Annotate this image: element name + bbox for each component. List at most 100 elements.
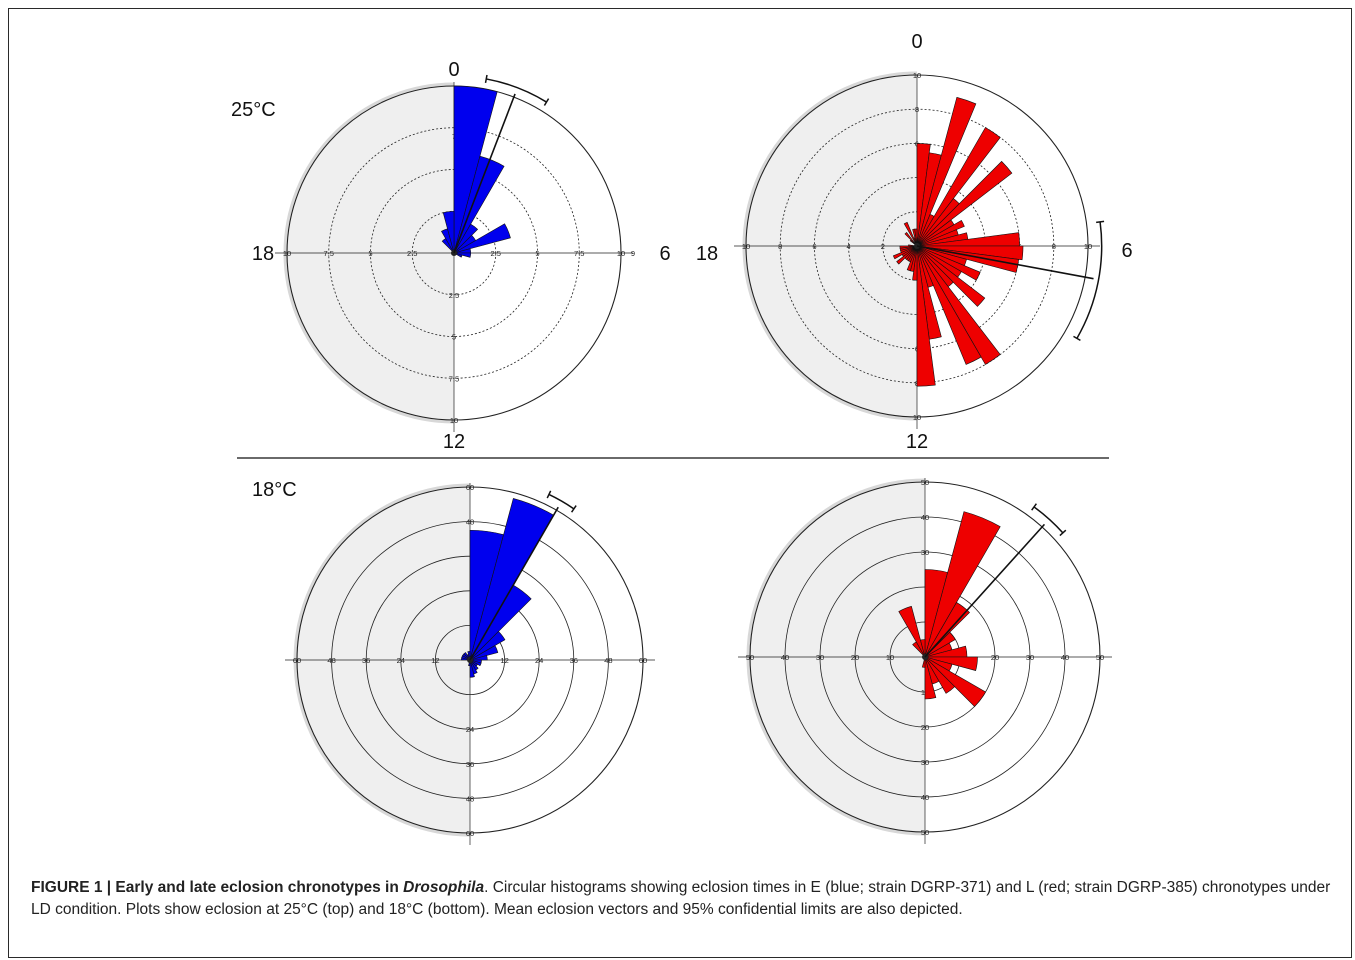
histogram-bar xyxy=(916,245,982,365)
histogram-bar xyxy=(898,605,926,658)
tick-label: 10 xyxy=(742,242,750,251)
histogram-bar xyxy=(903,221,918,247)
tick-label: 50 xyxy=(1096,653,1104,662)
histogram-bar xyxy=(453,155,505,254)
tick-label: 50 xyxy=(746,653,754,662)
hour-label: 12 xyxy=(906,431,928,453)
tick-label: 2 xyxy=(881,242,885,251)
histogram-bar xyxy=(469,659,475,678)
tick-label: 7.5 xyxy=(574,249,584,258)
tick-label: 60 xyxy=(293,656,301,665)
tick-label: 24 xyxy=(535,656,543,665)
tick-label: 48 xyxy=(466,518,474,527)
confidence-cap xyxy=(543,98,550,106)
caption-label: FIGURE 1 | Early and late eclosion chron… xyxy=(31,879,404,896)
tick-label: 24 xyxy=(466,725,474,734)
tick-label: 8 xyxy=(1052,242,1056,251)
tick-label: 40 xyxy=(921,793,929,802)
tick-label: 20 xyxy=(921,723,929,732)
tick-label: 50 xyxy=(921,828,929,837)
hour-label: 0 xyxy=(911,31,922,53)
temperature-label: 18°C xyxy=(252,479,297,501)
confidence-cap xyxy=(1059,529,1067,537)
tick-label: 50 xyxy=(921,478,929,487)
histogram-bar xyxy=(916,160,1013,247)
tick-label: 2.5 xyxy=(407,249,417,258)
confidence-cap xyxy=(1031,503,1037,511)
tick-label: 40 xyxy=(1061,653,1069,662)
mean-vector xyxy=(916,245,1094,280)
mean-vector xyxy=(453,93,516,254)
hour-label: 6 xyxy=(659,243,670,265)
histogram-bar xyxy=(453,223,511,254)
histogram-bar xyxy=(920,639,926,658)
histogram-bar xyxy=(916,96,977,247)
tick-label: 40 xyxy=(781,653,789,662)
temperature-label: 25°C xyxy=(231,99,276,121)
tick-label: 36 xyxy=(466,760,474,769)
histogram-bar xyxy=(924,656,987,707)
histogram-bar xyxy=(916,245,986,307)
tick-label: 30 xyxy=(921,548,929,557)
tick-label: 7.5 xyxy=(449,374,459,383)
histogram-bar xyxy=(469,645,499,661)
histogram-bar xyxy=(442,210,455,254)
histogram-bar xyxy=(469,655,488,661)
hour-label: 18 xyxy=(252,243,274,265)
hour-label: 18 xyxy=(696,243,718,265)
confidence-cap xyxy=(1073,335,1081,341)
confidence-arc xyxy=(486,78,547,103)
histogram-bar xyxy=(916,245,1001,365)
tick-label: 6 xyxy=(812,242,816,251)
tick-label: 30 xyxy=(921,758,929,767)
tick-label: 10 xyxy=(283,249,291,258)
histogram-bar xyxy=(904,232,918,247)
histogram-bar xyxy=(892,245,918,260)
mean-vector xyxy=(469,506,559,661)
tick-label: 48 xyxy=(604,656,612,665)
figure-canvas: 2.557.5109107.552.52.557.51071206121825°… xyxy=(231,31,1133,845)
histogram-bar xyxy=(916,245,936,387)
tick-label: 40 xyxy=(921,513,929,522)
tick-label: 7.5 xyxy=(324,249,334,258)
histogram-bar xyxy=(924,631,956,658)
tick-label: 10 xyxy=(913,71,921,80)
tick-label: 30 xyxy=(816,653,824,662)
histogram-bar xyxy=(924,656,937,700)
histogram-bar xyxy=(899,245,918,249)
polar-chart-top-right: 4681010864268101086061218 xyxy=(696,31,1133,453)
histogram-bar xyxy=(924,656,956,694)
figure-caption: FIGURE 1 | Early and late eclosion chron… xyxy=(31,877,1346,921)
tick-label: 5 xyxy=(452,333,456,342)
histogram-bar xyxy=(924,511,1001,658)
tick-label: 48 xyxy=(327,656,335,665)
polar-chart-top-left: 2.557.5109107.552.52.557.51071206121825°… xyxy=(231,59,671,453)
histogram-bar xyxy=(469,631,506,661)
mean-vector xyxy=(924,523,1046,658)
histogram-bar xyxy=(924,602,970,658)
tick-label: 20 xyxy=(991,653,999,662)
tick-label: 36 xyxy=(362,656,370,665)
tick-label: 60 xyxy=(639,656,647,665)
tick-label: 30 xyxy=(1026,653,1034,662)
tick-label: 2.5 xyxy=(491,249,501,258)
tick-label: 8 xyxy=(915,105,919,114)
confidence-cap xyxy=(484,74,488,84)
tick-label: 60 xyxy=(466,483,474,492)
tick-label: 9 xyxy=(631,249,635,258)
tick-label: 10 xyxy=(1084,242,1092,251)
histogram-bar xyxy=(916,219,965,247)
hour-label: 0 xyxy=(448,59,459,81)
tick-label: 48 xyxy=(466,794,474,803)
tick-label: 24 xyxy=(397,656,405,665)
tick-label: 20 xyxy=(851,653,859,662)
tick-label: 4 xyxy=(847,242,851,251)
tick-label: 12 xyxy=(500,656,508,665)
polar-chart-bottom-left: 122436486060483624121243648606048118°C xyxy=(252,479,655,845)
tick-label: 10 xyxy=(913,413,921,422)
histogram-bar xyxy=(916,245,981,281)
hour-label: 6 xyxy=(1121,240,1132,262)
histogram-bar xyxy=(896,245,918,265)
caption-body: . Circular histograms showing eclosion t… xyxy=(31,879,1331,918)
tick-label: 36 xyxy=(570,656,578,665)
